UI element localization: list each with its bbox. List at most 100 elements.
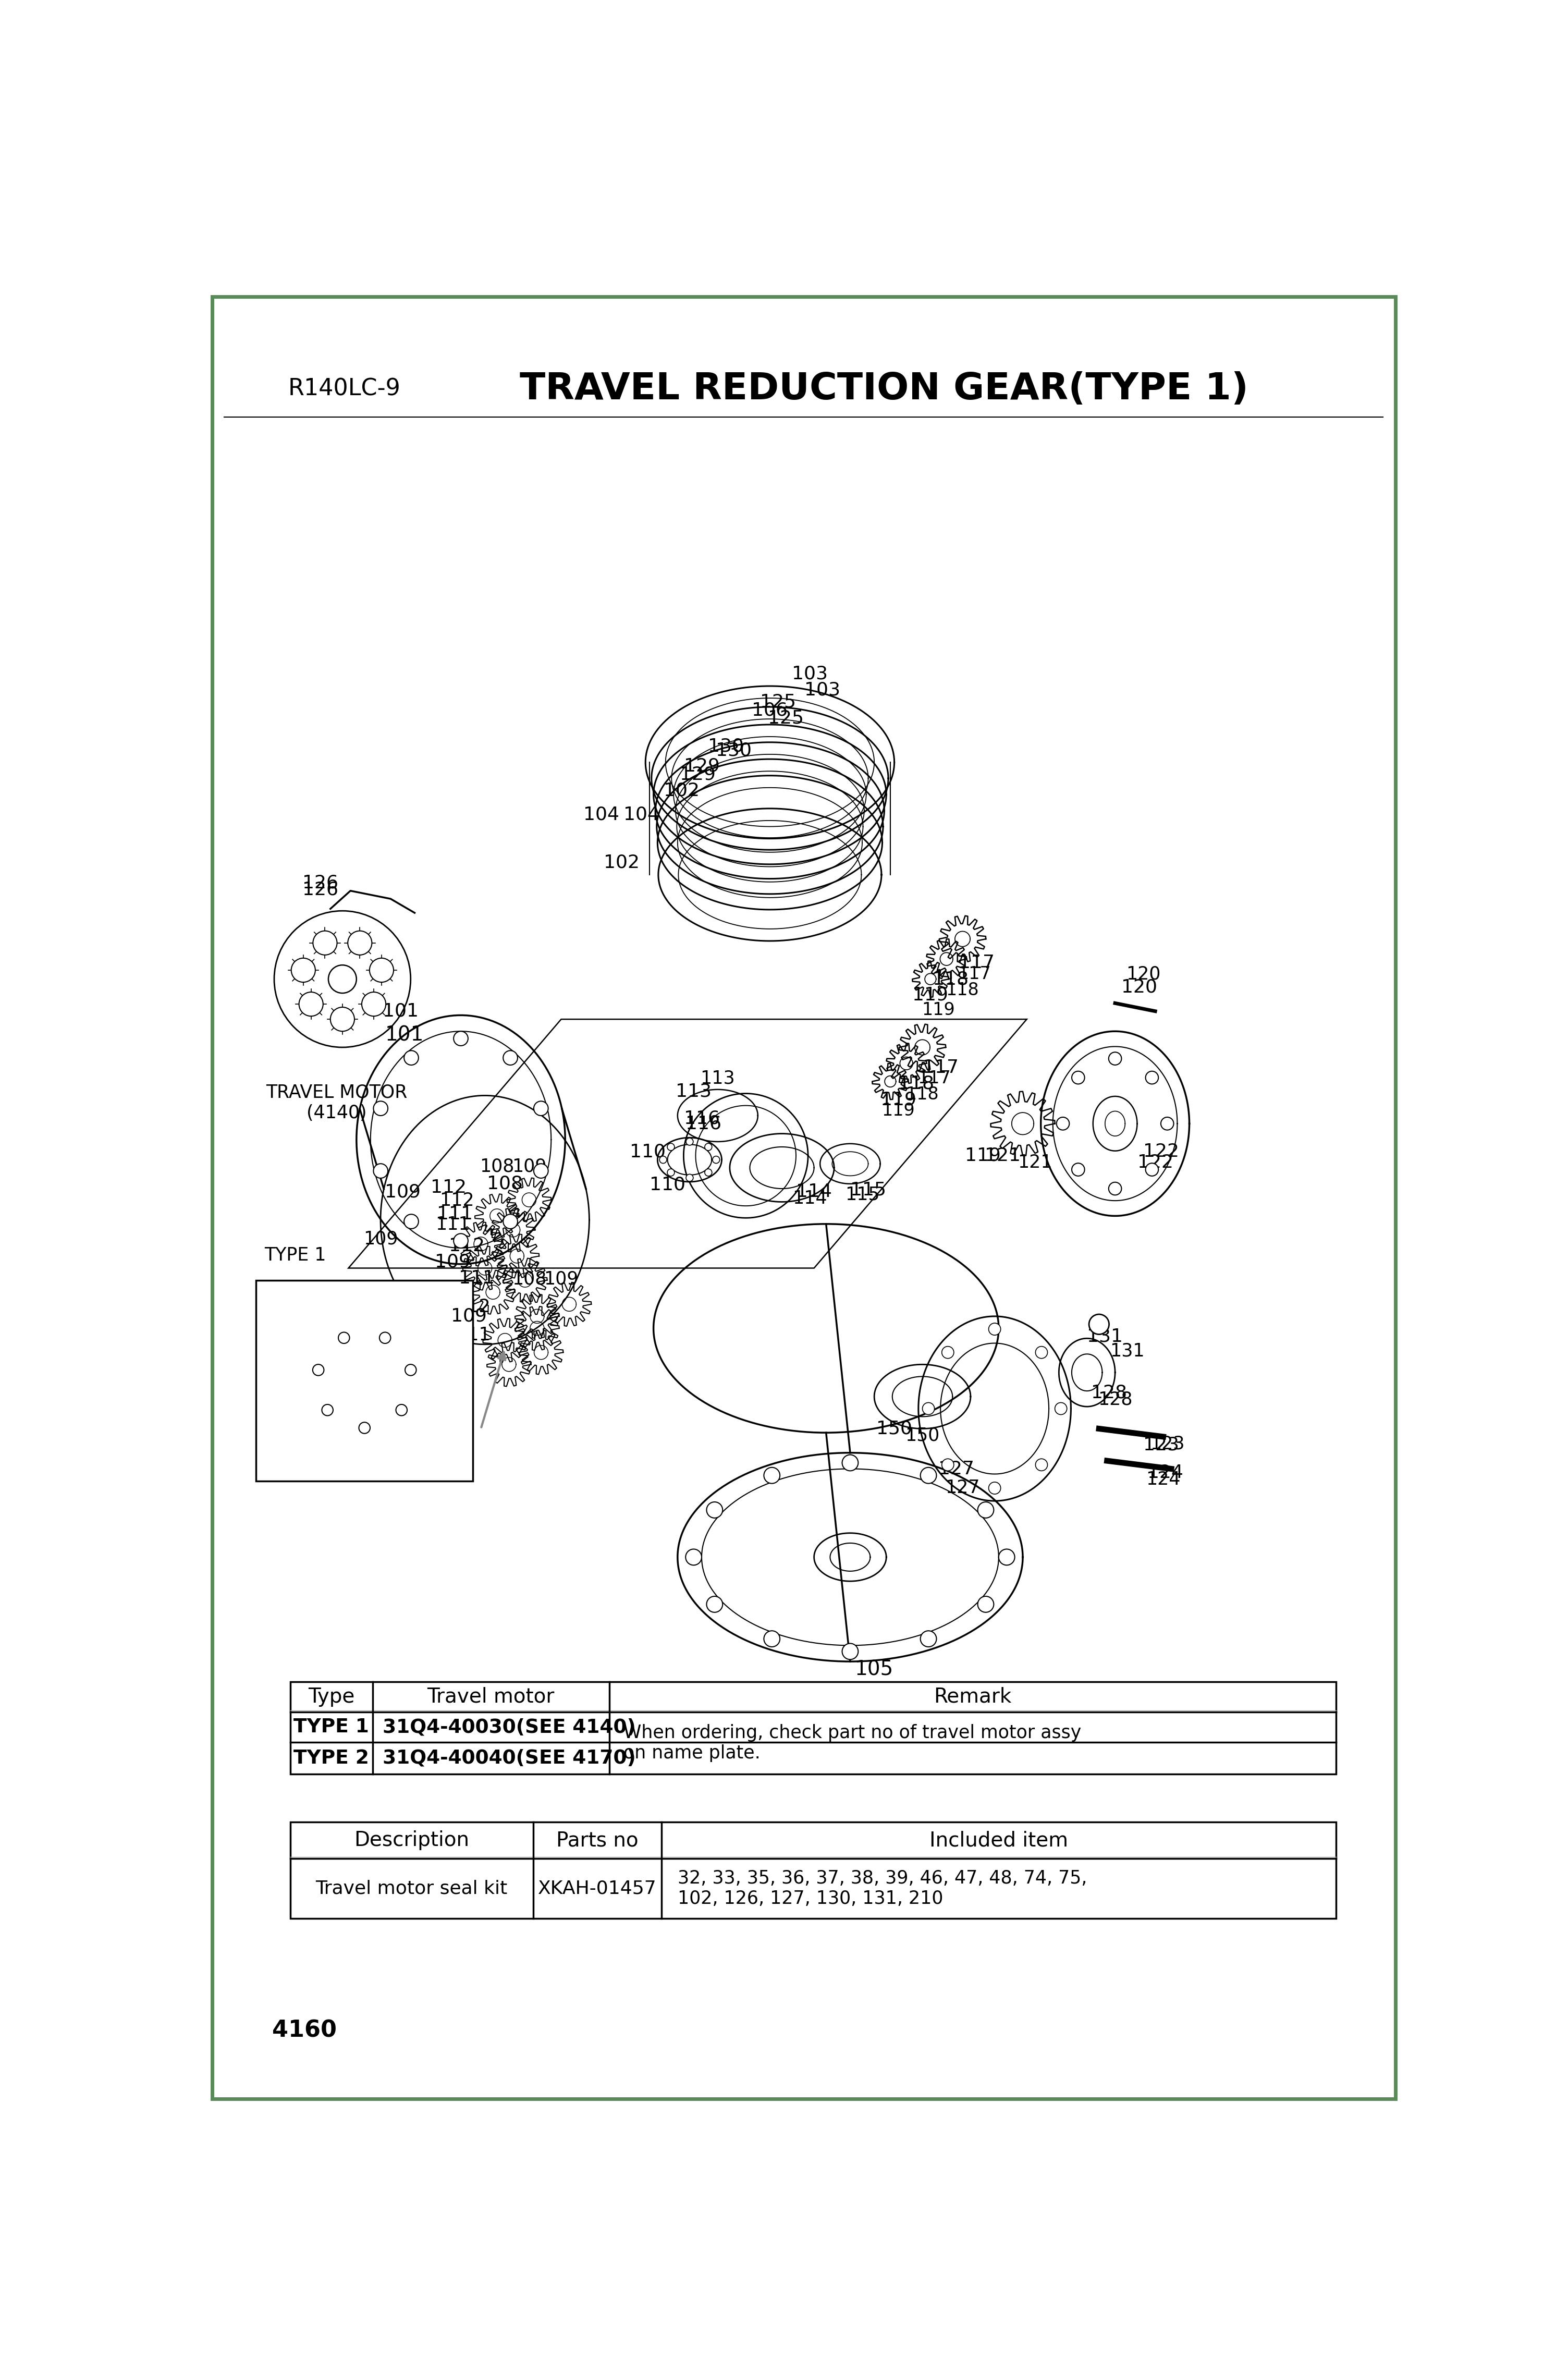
Circle shape — [922, 1402, 935, 1414]
Circle shape — [1073, 1162, 1085, 1177]
Text: Parts no: Parts no — [557, 1831, 638, 1850]
Text: 31Q4-40030(SEE 4140): 31Q4-40030(SEE 4140) — [383, 1717, 635, 1736]
Text: 127: 127 — [946, 1478, 980, 1497]
Circle shape — [704, 1143, 712, 1150]
Text: 113: 113 — [676, 1082, 712, 1101]
Circle shape — [359, 1423, 370, 1433]
Text: 123: 123 — [1143, 1435, 1179, 1454]
Text: 103: 103 — [804, 681, 840, 700]
Text: 111: 111 — [437, 1205, 474, 1224]
Circle shape — [842, 1454, 858, 1471]
Text: 117: 117 — [922, 1058, 958, 1077]
Text: 109: 109 — [364, 1231, 398, 1248]
Text: TRAVEL MOTOR
(4140): TRAVEL MOTOR (4140) — [265, 1084, 408, 1122]
Circle shape — [999, 1549, 1014, 1566]
Circle shape — [503, 1214, 517, 1229]
FancyBboxPatch shape — [290, 1682, 1336, 1774]
Text: Travel motor: Travel motor — [426, 1686, 555, 1708]
Text: 115: 115 — [850, 1181, 886, 1198]
Text: 111: 111 — [436, 1217, 470, 1233]
Text: 109: 109 — [430, 1347, 464, 1364]
Circle shape — [533, 1101, 549, 1115]
Circle shape — [1160, 1117, 1174, 1129]
Text: 111: 111 — [455, 1326, 491, 1345]
Text: 126: 126 — [303, 873, 339, 892]
Text: 123: 123 — [1149, 1435, 1184, 1452]
Text: 31Q4-40040(SEE 4170): 31Q4-40040(SEE 4170) — [383, 1748, 635, 1767]
Text: Travel motor seal kit: Travel motor seal kit — [315, 1879, 508, 1898]
Circle shape — [312, 1364, 325, 1376]
Text: 116: 116 — [685, 1115, 721, 1131]
Text: 130: 130 — [707, 738, 743, 754]
Text: 103: 103 — [792, 664, 828, 683]
Text: 118: 118 — [933, 970, 969, 989]
Text: 112: 112 — [439, 1191, 474, 1210]
Text: 119: 119 — [880, 1091, 916, 1108]
Text: 122: 122 — [1137, 1153, 1173, 1172]
Text: 129: 129 — [679, 766, 715, 783]
Circle shape — [942, 1347, 953, 1359]
Text: 108: 108 — [488, 1174, 524, 1193]
Text: 112: 112 — [448, 1238, 485, 1255]
Circle shape — [331, 1008, 354, 1032]
Text: 121: 121 — [985, 1146, 1021, 1165]
Text: 119: 119 — [922, 1001, 955, 1020]
Circle shape — [299, 991, 323, 1015]
Text: 110: 110 — [629, 1143, 665, 1160]
Text: 101: 101 — [386, 1025, 423, 1046]
Text: 112: 112 — [455, 1297, 491, 1316]
Text: 125: 125 — [760, 693, 797, 712]
Circle shape — [328, 965, 356, 994]
Circle shape — [1146, 1162, 1159, 1177]
Text: 102: 102 — [663, 780, 699, 799]
Circle shape — [1146, 1072, 1159, 1084]
Text: 150: 150 — [877, 1421, 913, 1437]
Text: 113: 113 — [701, 1070, 735, 1086]
Text: 120: 120 — [1126, 965, 1160, 982]
Text: 119: 119 — [881, 1103, 916, 1120]
Text: 119: 119 — [913, 987, 949, 1003]
FancyBboxPatch shape — [290, 1822, 1336, 1919]
Circle shape — [685, 1174, 693, 1181]
Text: 114: 114 — [793, 1191, 828, 1207]
Circle shape — [685, 1139, 693, 1146]
Circle shape — [1035, 1347, 1047, 1359]
Circle shape — [1109, 1181, 1121, 1195]
Text: 117: 117 — [958, 965, 991, 982]
Circle shape — [339, 1333, 350, 1343]
Text: Included item: Included item — [930, 1831, 1068, 1850]
Text: 118: 118 — [946, 982, 978, 999]
Circle shape — [1057, 1117, 1069, 1129]
Text: 120: 120 — [1121, 977, 1157, 996]
Circle shape — [712, 1155, 720, 1162]
Circle shape — [842, 1644, 858, 1660]
Circle shape — [321, 1404, 332, 1416]
Circle shape — [503, 1051, 517, 1065]
Circle shape — [453, 1032, 467, 1046]
Circle shape — [707, 1501, 723, 1518]
Text: 128: 128 — [1098, 1390, 1132, 1409]
Circle shape — [1090, 1314, 1109, 1335]
Text: 130: 130 — [715, 742, 751, 759]
Text: 127: 127 — [939, 1459, 974, 1478]
Text: TYPE 1: TYPE 1 — [263, 1245, 326, 1264]
Circle shape — [362, 991, 386, 1015]
Circle shape — [942, 1459, 953, 1471]
Circle shape — [685, 1549, 701, 1566]
Text: 119: 119 — [964, 1146, 1000, 1165]
Text: 108: 108 — [480, 1158, 514, 1177]
Circle shape — [978, 1596, 994, 1613]
Circle shape — [395, 1404, 408, 1416]
Text: 118: 118 — [898, 1075, 935, 1093]
Circle shape — [373, 1165, 387, 1179]
Circle shape — [373, 1101, 387, 1115]
Text: 108: 108 — [511, 1269, 546, 1288]
Circle shape — [1073, 1072, 1085, 1084]
Text: R140LC-9: R140LC-9 — [289, 377, 401, 401]
Text: 131: 131 — [1087, 1328, 1123, 1345]
Text: 117: 117 — [958, 954, 994, 973]
Text: 115: 115 — [845, 1186, 880, 1203]
Circle shape — [668, 1143, 674, 1150]
Text: 104: 104 — [583, 806, 619, 823]
Text: 112: 112 — [431, 1179, 467, 1198]
